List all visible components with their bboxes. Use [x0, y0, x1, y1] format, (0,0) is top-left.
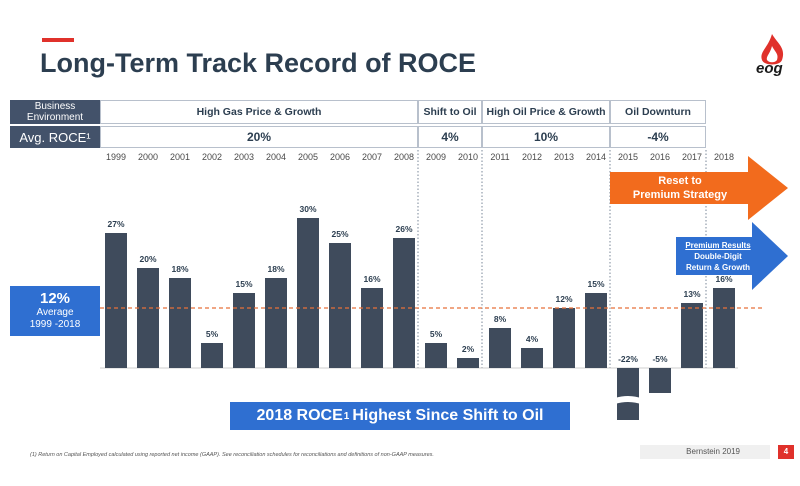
- page-title: Long-Term Track Record of ROCE: [40, 48, 477, 78]
- year-label-2014: 2014: [585, 152, 607, 162]
- year-label-2010: 2010: [457, 152, 479, 162]
- avg-roce-high-oil: 10%: [482, 126, 610, 148]
- year-label-2009: 2009: [425, 152, 447, 162]
- data-label-2005: 30%: [299, 204, 316, 214]
- bar-2004: [265, 278, 287, 368]
- average-roce-box: 12% Average 1999 -2018: [10, 286, 100, 336]
- data-label-2015: -22%: [618, 354, 638, 364]
- data-label-1999: 27%: [107, 219, 124, 229]
- data-label-2018: 16%: [715, 274, 732, 284]
- year-label-1999: 1999: [105, 152, 127, 162]
- data-label-2014: 15%: [587, 279, 604, 289]
- source-label: Bernstein 2019: [640, 445, 770, 459]
- bar-2008: [393, 238, 415, 368]
- premium-arrow-label: Premium Results Double-Digit Return & Gr…: [678, 240, 758, 273]
- era-high-oil: High Oil Price & Growth: [482, 100, 610, 124]
- bar-2014: [585, 293, 607, 368]
- era-shift-to-oil: Shift to Oil: [418, 100, 482, 124]
- average-roce-caption: Average: [36, 307, 74, 318]
- bar-2016: [649, 368, 671, 393]
- page-number: 4: [778, 445, 794, 459]
- year-label-2018: 2018: [713, 152, 735, 162]
- premium-arrow-line2: Double-Digit: [694, 252, 742, 261]
- data-label-2011: 8%: [494, 314, 507, 324]
- reset-arrow: [610, 156, 788, 220]
- bar-2013: [553, 308, 575, 368]
- bar-2003: [233, 293, 255, 368]
- bar-1999: [105, 233, 127, 368]
- bar-2009: [425, 343, 447, 368]
- bar-2012: [521, 348, 543, 368]
- banner-text-end: Highest Since Shift to Oil: [352, 407, 544, 424]
- bar-2000: [137, 268, 159, 368]
- data-label-2010: 2%: [462, 344, 475, 354]
- bar-2010: [457, 358, 479, 368]
- average-roce-value: 12%: [39, 290, 71, 307]
- premium-arrow: [676, 222, 788, 290]
- bar-2018: [713, 288, 735, 368]
- data-label-2004: 18%: [267, 264, 284, 274]
- year-label-2017: 2017: [681, 152, 703, 162]
- reset-arrow-line1: Reset to: [658, 175, 702, 187]
- data-label-2016: -5%: [652, 354, 668, 364]
- footnote: (1) Return on Capital Employed calculate…: [30, 452, 434, 458]
- year-label-2012: 2012: [521, 152, 543, 162]
- year-label-2007: 2007: [361, 152, 383, 162]
- data-label-2001: 18%: [171, 264, 188, 274]
- roce-highlight-banner: 2018 ROCE 1 Highest Since Shift to Oil: [230, 402, 570, 430]
- data-label-2013: 12%: [555, 294, 572, 304]
- data-label-2000: 20%: [139, 254, 156, 264]
- avg-roce-shift-to-oil: 4%: [418, 126, 482, 148]
- year-label-2000: 2000: [137, 152, 159, 162]
- average-roce-period: 1999 -2018: [29, 319, 81, 330]
- axis-break-2015: [615, 396, 641, 404]
- reset-arrow-label: Reset to Premium Strategy: [610, 174, 750, 202]
- bar-2002: [201, 343, 223, 368]
- data-label-2009: 5%: [430, 329, 443, 339]
- data-label-2017: 13%: [683, 289, 700, 299]
- year-label-2003: 2003: [233, 152, 255, 162]
- data-label-2012: 4%: [526, 334, 539, 344]
- data-label-2006: 25%: [331, 229, 348, 239]
- data-label-2003: 15%: [235, 279, 252, 289]
- data-label-2002: 5%: [206, 329, 219, 339]
- era-oil-downturn: Oil Downturn: [610, 100, 706, 124]
- year-label-2006: 2006: [329, 152, 351, 162]
- data-label-2008: 26%: [395, 224, 412, 234]
- year-label-2016: 2016: [649, 152, 671, 162]
- banner-text-start: 2018 ROCE: [256, 407, 343, 424]
- banner-superscript: 1: [343, 410, 350, 422]
- eog-flame-icon: [761, 34, 784, 65]
- year-label-2013: 2013: [553, 152, 575, 162]
- premium-arrow-line3: Return & Growth: [686, 263, 750, 272]
- title-accent-line: [42, 38, 74, 42]
- avg-roce-label: Avg. ROCE¹: [10, 126, 100, 148]
- year-label-2001: 2001: [169, 152, 191, 162]
- eog-logo-text: eog: [756, 60, 783, 77]
- bar-2001: [169, 278, 191, 368]
- data-label-2007: 16%: [363, 274, 380, 284]
- bar-2007: [361, 288, 383, 368]
- avg-roce-oil-downturn: -4%: [610, 126, 706, 148]
- bar-2005: [297, 218, 319, 368]
- business-environment-label: Business Environment: [10, 100, 100, 124]
- bar-2017: [681, 303, 703, 368]
- year-label-2008: 2008: [393, 152, 415, 162]
- premium-arrow-line1: Premium Results: [685, 241, 751, 250]
- year-label-2015: 2015: [617, 152, 639, 162]
- bar-2015: [617, 368, 639, 420]
- year-label-2002: 2002: [201, 152, 223, 162]
- year-label-2011: 2011: [490, 152, 510, 162]
- year-label-2005: 2005: [297, 152, 319, 162]
- avg-roce-high-gas: 20%: [100, 126, 418, 148]
- era-high-gas: High Gas Price & Growth: [100, 100, 418, 124]
- reset-arrow-line2: Premium Strategy: [632, 189, 728, 201]
- year-label-2004: 2004: [265, 152, 287, 162]
- bar-2006: [329, 243, 351, 368]
- bar-2011: [489, 328, 511, 368]
